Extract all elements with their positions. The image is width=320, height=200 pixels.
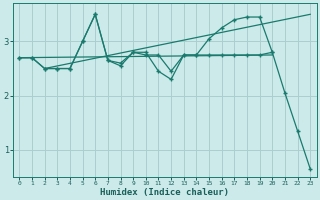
X-axis label: Humidex (Indice chaleur): Humidex (Indice chaleur) — [100, 188, 229, 197]
